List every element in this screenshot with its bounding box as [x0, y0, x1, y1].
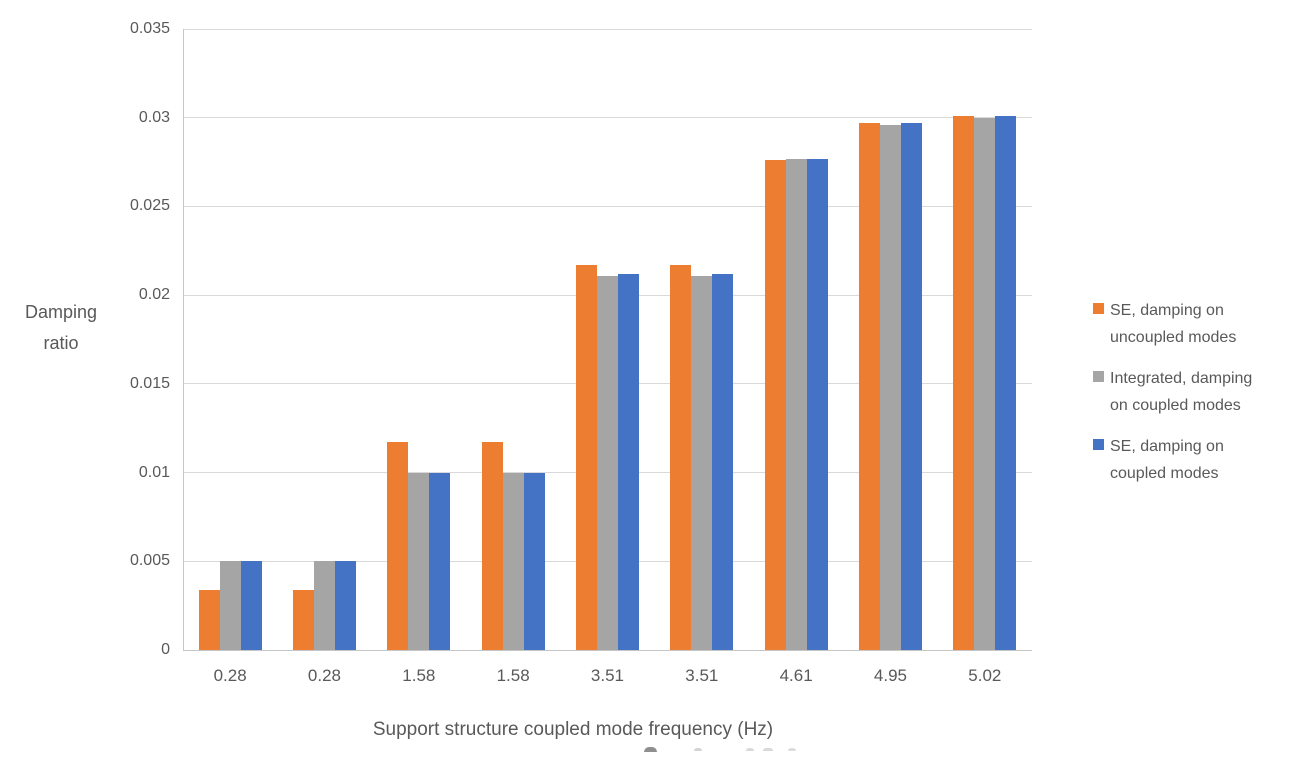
x-axis-tick-label: 1.58	[402, 666, 436, 685]
y-axis-line	[183, 29, 184, 650]
legend-item: Integrated, damping on coupled modes	[1093, 365, 1293, 419]
bar	[691, 275, 713, 650]
bar	[240, 561, 262, 650]
bar	[502, 472, 524, 650]
bar	[314, 561, 335, 650]
bar	[576, 265, 597, 650]
bar	[995, 115, 1017, 650]
x-axis-tick-label: 4.95	[873, 666, 907, 685]
bar	[198, 589, 220, 650]
legend: SE, damping on uncoupled modes Integrated,…	[1093, 297, 1293, 501]
bar	[670, 265, 692, 650]
y-axis-tick-label: 0.035	[129, 20, 170, 37]
x-axis-title: Support structure coupled mode frequency…	[372, 719, 774, 740]
bar	[597, 275, 618, 650]
x-axis-tick-label: 0.28	[213, 666, 247, 685]
gridline	[183, 117, 1032, 119]
gridline	[183, 28, 1032, 30]
x-axis-line	[183, 650, 1032, 651]
y-axis-tick-label: 0.02	[138, 286, 170, 304]
legend-item: SE, damping on uncoupled modes	[1093, 297, 1293, 351]
bar	[335, 561, 356, 650]
y-axis-tick-label: 0.005	[129, 552, 170, 570]
bar	[219, 561, 241, 650]
x-axis-tick-label: 1.58	[496, 666, 530, 685]
bar	[712, 273, 734, 650]
bar	[880, 124, 901, 650]
bar	[523, 472, 545, 650]
y-axis-tick-label: 0.03	[138, 108, 170, 126]
legend-item: SE, damping on coupled modes	[1093, 433, 1293, 487]
bar	[859, 123, 880, 650]
bar	[764, 160, 786, 650]
bar	[408, 472, 430, 650]
y-axis-tick-label: 0.015	[129, 374, 170, 392]
y-axis-tick-label: 0.01	[138, 463, 170, 481]
bar	[387, 442, 409, 650]
x-axis-tick-label: 3.51	[590, 666, 624, 685]
x-axis-tick-label: 0.28	[307, 666, 341, 685]
bar	[293, 589, 314, 650]
bar	[785, 158, 807, 650]
bar	[429, 472, 451, 650]
bar	[806, 158, 828, 650]
bar	[901, 123, 922, 650]
x-axis-tick-label: 4.61	[779, 666, 813, 685]
y-axis-title-line2: ratio	[43, 333, 79, 353]
gridline	[183, 205, 1032, 207]
legend-marker-icon	[1093, 371, 1104, 382]
bar	[618, 273, 639, 650]
legend-marker-icon	[1093, 303, 1104, 314]
bar	[481, 442, 503, 650]
y-axis-tick-label: 0.025	[129, 197, 170, 215]
bar	[953, 115, 975, 650]
legend-marker-icon	[1093, 439, 1104, 450]
y-axis-tick-label: 0	[161, 641, 170, 658]
legend-label: Integrated, damping on coupled modes	[1110, 370, 1253, 414]
x-axis-tick-label: 5.02	[968, 666, 1002, 685]
y-axis-title: Damping ratio	[0, 297, 122, 359]
legend-label: SE, damping on coupled modes	[1110, 438, 1224, 482]
x-axis-tick-label: 3.51	[685, 666, 719, 685]
legend-label: SE, damping on uncoupled modes	[1110, 302, 1237, 346]
bar	[974, 117, 996, 650]
y-axis-title-line1: Damping	[24, 302, 98, 322]
